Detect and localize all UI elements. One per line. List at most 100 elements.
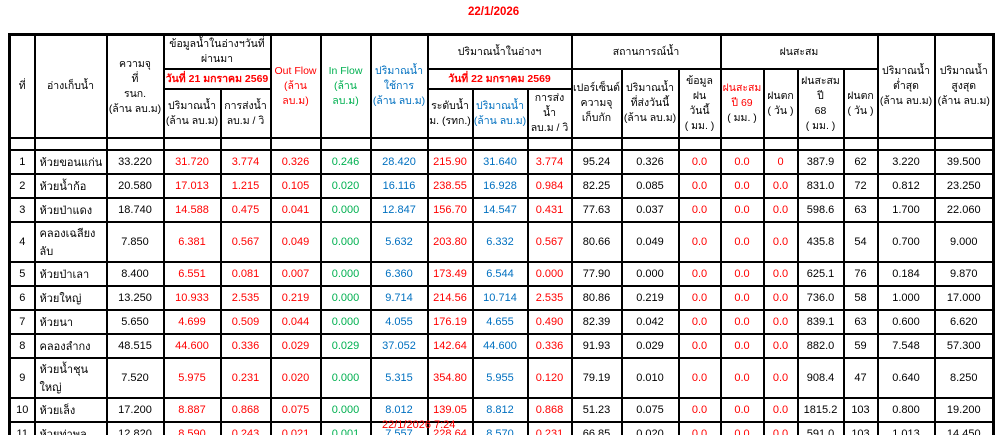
col-header-reservoir: อ่างเก็บน้ำ	[33, 33, 108, 139]
cell-out-flow: 0.029	[269, 333, 322, 359]
cell-rain-days-68: 54	[842, 221, 879, 263]
cell-water-level: 139.05	[426, 397, 474, 423]
cell-volume-min: 0.640	[876, 357, 936, 399]
header-line: วันนี้	[689, 104, 710, 117]
cell-rain-days-68: 47	[842, 357, 879, 399]
cell-capacity-rnk: 20.580	[105, 173, 165, 199]
cell-send-today-rate: 2.535	[526, 285, 573, 311]
cell-no: 2	[8, 173, 36, 199]
cell-no: 6	[8, 285, 36, 311]
cell-percent-capacity: 82.39	[570, 309, 623, 335]
cell-volume-min: 3.220	[876, 149, 936, 175]
cell-rain-days-69: 0.0	[762, 397, 799, 423]
header-line: ปริมาณน้ำ	[626, 82, 674, 94]
header-line: ( มม. )	[684, 119, 715, 132]
cell-usable-volume: 9.714	[369, 285, 429, 311]
col-header-usable-volume: ปริมาณน้ำ ใช้การ (ล้าน ลบ.ม)	[369, 33, 429, 139]
table-header: ที่ อ่างเก็บน้ำ ความจุ ที่ รนก. (ล้าน ลบ…	[8, 33, 995, 139]
cell-rain-today: 0.0	[677, 397, 722, 423]
header-line: (ล้าน ลบ.ม)	[108, 102, 162, 115]
cell-rain-today: 0.0	[677, 197, 722, 223]
cell-volume-sent-today: 0.029	[620, 333, 680, 359]
header-line: (ล้าน ลบ.ม)	[623, 112, 677, 124]
header-line: ปริมาณน้ำ	[882, 65, 930, 77]
header-line: ข้อมูลน้ำในอ่างฯวันที่ผ่านมา	[169, 38, 265, 65]
cell-in-flow: 0.000	[319, 309, 372, 335]
header-line: ฝนสะสม	[722, 82, 762, 94]
header-line: ที่	[18, 80, 26, 92]
cell-capacity-rnk	[105, 137, 165, 151]
cell-rain-days-69: 0.0	[762, 421, 799, 435]
cell-rain-acc-68: 1815.2	[796, 397, 845, 423]
cell-rain-days-68: 59	[842, 333, 879, 359]
cell-send-today-rate: 3.774	[526, 149, 573, 175]
cell-volume-max: 6.620	[933, 309, 995, 335]
cell-capacity-rnk: 13.250	[105, 285, 165, 311]
cell-volume-min	[876, 137, 936, 151]
cell-volume-prev	[162, 137, 222, 151]
cell-rain-acc-69: 0.0	[719, 421, 765, 435]
cell-rain-acc-68	[796, 137, 845, 151]
cell-send-today-rate: 0.231	[526, 421, 573, 435]
cell-percent-capacity: 80.66	[570, 221, 623, 263]
cell-volume-today: 8.570	[471, 421, 529, 435]
cell-no: 4	[8, 221, 36, 263]
cell-rain-days-68: 103	[842, 421, 879, 435]
cell-rain-acc-68: 736.0	[796, 285, 845, 311]
cell-reservoir	[33, 137, 108, 151]
cell-rain-acc-68: 598.6	[796, 197, 845, 223]
cell-rain-acc-69: 0.0	[719, 173, 765, 199]
cell-no: 1	[8, 149, 36, 175]
cell-volume-today: 31.640	[471, 149, 529, 175]
cell-volume-max: 57.300	[933, 333, 995, 359]
cell-out-flow: 0.044	[269, 309, 322, 335]
header-line: ( วัน )	[767, 104, 794, 117]
header-line: เปอร์เซ็นต์	[573, 82, 620, 94]
cell-percent-capacity	[570, 137, 623, 151]
table-row: 7 ห้วยนา 5.650 4.699 0.509 0.044 0.000 4.055 176…	[8, 309, 995, 335]
cell-rain-acc-68: 839.1	[796, 309, 845, 335]
cell-in-flow: 0.001	[319, 421, 372, 435]
cell-usable-volume: 4.055	[369, 309, 429, 335]
cell-send-today-rate: 0.490	[526, 309, 573, 335]
cell-send-today-rate: 0.984	[526, 173, 573, 199]
header-line: ต่ำสุด	[893, 80, 919, 92]
cell-send-today-rate: 0.336	[526, 333, 573, 359]
cell-rain-days-68: 58	[842, 285, 879, 311]
cell-water-level: 203.80	[426, 221, 474, 263]
cell-send-prev	[219, 137, 272, 151]
cell-volume-max: 14.450	[933, 421, 995, 435]
cell-volume-sent-today: 0.000	[620, 261, 680, 287]
cell-out-flow: 0.020	[269, 357, 322, 399]
cell-capacity-rnk: 17.200	[105, 397, 165, 423]
cell-volume-sent-today: 0.049	[620, 221, 680, 263]
cell-send-prev: 0.081	[219, 261, 272, 287]
cell-rain-today	[677, 137, 722, 151]
cell-volume-max: 23.250	[933, 173, 995, 199]
cell-send-today-rate: 0.431	[526, 197, 573, 223]
cell-rain-days-68: 62	[842, 149, 879, 175]
cell-rain-days-69: 0.0	[762, 221, 799, 263]
header-line: ความจุ	[580, 97, 613, 109]
cell-volume-today: 10.714	[471, 285, 529, 311]
cell-in-flow: 0.000	[319, 197, 372, 223]
cell-volume-today: 5.955	[471, 357, 529, 399]
cell-rain-days-69: 0.0	[762, 173, 799, 199]
cell-rain-days-69: 0.0	[762, 197, 799, 223]
cell-volume-sent-today	[620, 137, 680, 151]
header-line: ( มม. )	[805, 119, 836, 132]
cell-rain-acc-69: 0.0	[719, 261, 765, 287]
cell-send-today-rate: 0.567	[526, 221, 573, 263]
cell-send-today-rate: 0.868	[526, 397, 573, 423]
cell-usable-volume: 8.012	[369, 397, 429, 423]
col-header-capacity: ความจุ ที่ รนก. (ล้าน ลบ.ม)	[105, 33, 165, 139]
header-line: ระดับน้ำ	[431, 99, 469, 112]
cell-capacity-rnk: 48.515	[105, 333, 165, 359]
cell-no: 5	[8, 261, 36, 287]
table-row: 5 ห้วยป่าเลา 8.400 6.551 0.081 0.007 0.000 6.36…	[8, 261, 995, 287]
cell-percent-capacity: 77.63	[570, 197, 623, 223]
cell-volume-sent-today: 0.326	[620, 149, 680, 175]
cell-capacity-rnk: 33.220	[105, 149, 165, 175]
cell-send-prev: 3.774	[219, 149, 272, 175]
cell-out-flow: 0.105	[269, 173, 322, 199]
